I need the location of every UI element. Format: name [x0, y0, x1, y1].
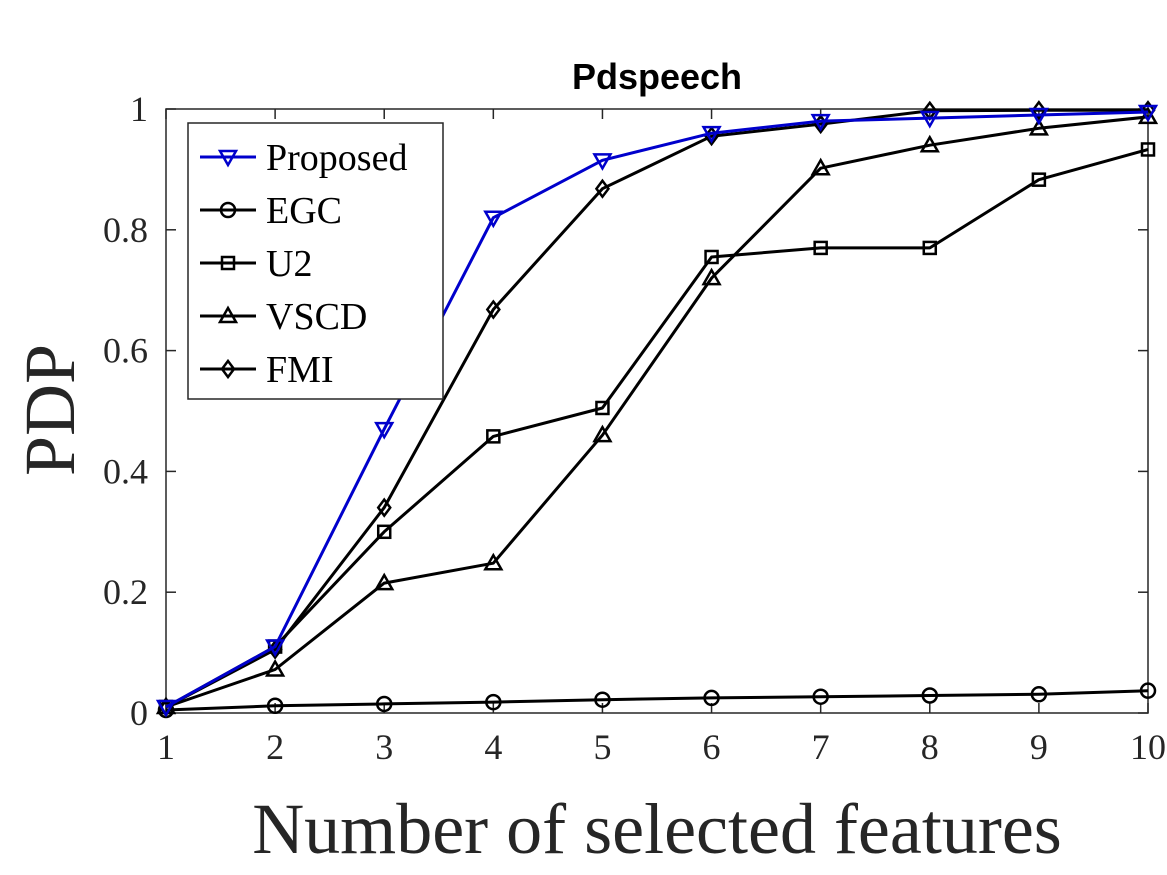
data-point-egc	[485, 693, 502, 711]
legend-label-u2: U2	[266, 243, 312, 285]
data-point-proposed	[155, 699, 177, 718]
data-point-proposed	[701, 125, 722, 144]
data-point-proposed	[919, 110, 940, 129]
y-tick-label: 0.4	[103, 451, 148, 491]
legend-item-u2: U2	[200, 243, 312, 285]
data-point-egc	[594, 691, 611, 708]
data-point-vscd	[483, 552, 504, 571]
data-point-egc	[1030, 686, 1048, 703]
series-vscd	[155, 106, 1159, 715]
data-point-vscd	[1028, 117, 1050, 136]
legend-label-vscd: VSCD	[266, 296, 367, 338]
data-point-fmi	[594, 178, 611, 199]
legend-item-vscd: VSCD	[200, 296, 367, 338]
data-point-vscd	[264, 658, 286, 677]
legend-item-proposed: Proposed	[200, 137, 407, 179]
y-axis-label: PDP	[10, 344, 90, 476]
data-point-egc	[266, 697, 284, 715]
data-point-vscd	[919, 134, 940, 153]
data-point-proposed	[810, 113, 831, 132]
series-line-egc	[165, 689, 1149, 712]
data-point-u2	[376, 524, 392, 540]
x-tick-label: 5	[593, 727, 611, 767]
legend-marker-egc	[219, 201, 237, 219]
data-point-fmi	[376, 497, 392, 518]
data-point-u2	[922, 240, 938, 256]
data-point-vscd	[701, 267, 722, 286]
legend-marker-proposed	[217, 149, 239, 168]
y-tick-label: 0.2	[103, 572, 148, 612]
data-point-proposed	[592, 153, 613, 171]
y-tick-label: 0.6	[103, 331, 148, 371]
data-point-proposed	[264, 639, 286, 658]
data-point-fmi	[1031, 100, 1047, 121]
chart-title: Pdspeech	[572, 56, 742, 97]
data-point-vscd	[592, 424, 613, 443]
data-point-vscd	[1137, 106, 1159, 125]
x-tick-label: 6	[703, 727, 721, 767]
legend-marker-fmi	[220, 358, 236, 380]
legend-label-proposed: Proposed	[266, 137, 407, 179]
data-point-egc	[812, 688, 829, 705]
x-tick-label: 9	[1030, 727, 1048, 767]
data-point-vscd	[374, 572, 395, 591]
x-axis-label: Number of selected features	[252, 789, 1062, 869]
series-line-proposed	[165, 110, 1149, 709]
data-point-egc	[375, 695, 393, 713]
axes-box	[165, 108, 1149, 714]
y-tick-label: 0.8	[103, 210, 148, 250]
x-tick-label: 3	[375, 727, 393, 767]
data-point-u2	[704, 249, 719, 265]
series-proposed	[155, 104, 1159, 718]
legend-marker-vscd	[217, 305, 239, 324]
series-line-u2	[165, 148, 1149, 709]
series-line-vscd	[165, 115, 1149, 709]
data-point-u2	[1140, 142, 1156, 157]
data-point-proposed	[1028, 107, 1050, 126]
x-tick-label: 2	[266, 727, 284, 767]
legend-marker-u2	[220, 255, 236, 271]
legend-item-egc: EGC	[200, 190, 342, 232]
x-tick-label: 1	[157, 727, 175, 767]
legend-label-egc: EGC	[266, 190, 342, 232]
data-point-vscd	[810, 157, 831, 176]
legend-item-fmi: FMI	[200, 349, 334, 391]
x-tick-label: 8	[921, 727, 939, 767]
data-point-u2	[486, 429, 501, 444]
x-tick-label: 7	[812, 727, 830, 767]
data-point-proposed	[483, 210, 504, 229]
x-tick-label: 4	[484, 727, 502, 767]
data-point-u2	[1031, 172, 1047, 187]
legend: Proposed EGC U2 VSCD FMI	[187, 122, 444, 400]
legend-box	[187, 122, 444, 400]
data-point-egc	[921, 687, 939, 704]
legend-label-fmi: FMI	[266, 349, 334, 391]
x-tick-label: 10	[1130, 727, 1166, 767]
data-point-fmi	[485, 299, 501, 320]
data-point-egc	[703, 689, 720, 707]
data-point-egc	[1139, 682, 1157, 699]
data-point-proposed	[374, 421, 395, 440]
series-line-fmi	[165, 108, 1148, 709]
plot-area: 1 2 3 4 5 6 7 8 9 10 0 0.2 0.4 0.6 0.8 1	[103, 89, 1166, 767]
data-point-u2	[813, 240, 828, 256]
y-tick-label: 0	[130, 693, 148, 733]
y-tick-label: 1	[130, 89, 148, 129]
data-point-proposed	[1137, 104, 1159, 123]
data-point-u2	[595, 400, 610, 416]
